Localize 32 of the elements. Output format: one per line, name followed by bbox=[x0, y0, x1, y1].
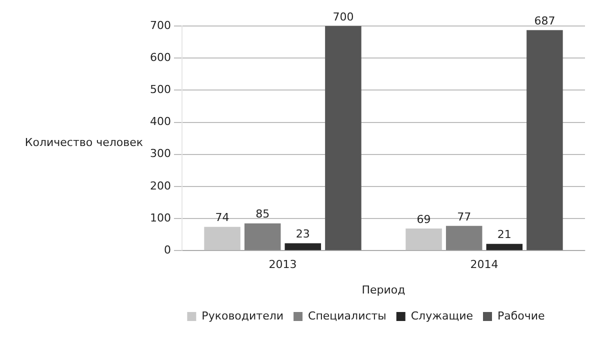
x-tick-label: 2014 bbox=[470, 258, 498, 272]
data-label: 77 bbox=[457, 210, 472, 224]
y-tick-label: 700 bbox=[150, 18, 171, 32]
data-label: 69 bbox=[416, 212, 431, 226]
legend-label: Служащие bbox=[410, 309, 474, 322]
bar bbox=[526, 30, 563, 250]
data-label: 700 bbox=[332, 10, 354, 24]
y-tick-label: 600 bbox=[150, 50, 171, 64]
y-tick-label: 0 bbox=[164, 243, 171, 256]
data-label: 74 bbox=[215, 211, 230, 224]
bar bbox=[486, 244, 523, 250]
data-label: 687 bbox=[534, 14, 556, 28]
y-tick-label: 400 bbox=[150, 115, 171, 128]
data-label: 23 bbox=[296, 228, 310, 241]
bar bbox=[284, 243, 322, 250]
bar bbox=[325, 26, 362, 250]
legend-label: Специалисты bbox=[308, 309, 386, 322]
y-axis-title: Количество человек bbox=[24, 135, 144, 149]
y-tick-label: 500 bbox=[150, 83, 171, 96]
bar bbox=[244, 223, 281, 250]
y-tick-label: 100 bbox=[150, 211, 171, 224]
bar bbox=[446, 226, 482, 250]
data-label: 21 bbox=[497, 228, 512, 242]
data-label: 85 bbox=[256, 208, 270, 221]
y-tick-label: 300 bbox=[150, 147, 171, 160]
y-tick-label: 200 bbox=[150, 179, 171, 192]
bar bbox=[204, 226, 240, 250]
bar bbox=[406, 228, 442, 250]
legend-label: Руководители bbox=[202, 309, 284, 322]
legend-label: Рабочие bbox=[498, 309, 546, 322]
x-axis-title: Период bbox=[362, 283, 406, 296]
x-tick-label: 2013 bbox=[268, 258, 297, 272]
